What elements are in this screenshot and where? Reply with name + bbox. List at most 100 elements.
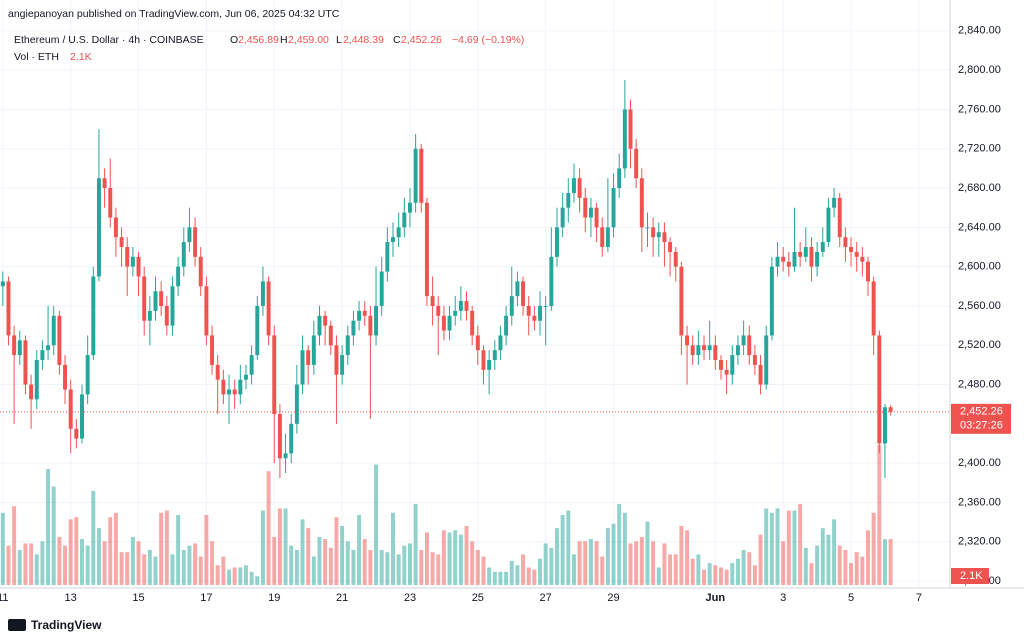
candle-body [871,281,876,336]
volume-bar [407,543,412,585]
volume-bar [430,552,435,585]
candle-body [656,232,661,238]
volume-bar [532,569,537,585]
candle-body [130,256,135,267]
candle-body [509,296,514,316]
candle-body [792,251,797,267]
volume-bar [543,543,548,585]
candle-body [617,168,622,189]
candle-body [826,207,831,243]
volume-bar [80,539,84,585]
candle-body [221,379,226,395]
volume-bar [40,541,45,585]
volume-bar [453,530,458,585]
volume-bar [538,558,543,585]
candle-body [232,389,237,395]
volume-bar [724,569,729,585]
volume-bar [600,556,605,585]
candle-body [492,350,497,360]
candle-body [430,296,435,306]
volume-bar [46,469,51,585]
volume-bar [481,556,486,585]
candle-body [882,407,887,444]
volume-bar [260,510,265,585]
volume-bar [820,528,825,585]
volume-bar [323,539,328,585]
volume-bar [396,554,401,585]
volume-bar [85,545,90,585]
y-tick-label: 2,640.00 [958,221,1001,233]
candle-body [142,276,147,321]
ohlc-label: L [336,34,342,46]
candle-body [645,227,650,229]
candle-body [566,192,571,208]
volume-bar [419,550,424,585]
candle-body [119,237,124,248]
volume-bar [877,445,882,585]
candle-body [40,350,45,360]
volume-bar [345,541,350,585]
candle-body [294,384,299,424]
candle-body [781,256,786,262]
volume-bar [668,554,673,585]
volume-bar [464,525,469,585]
volume-bar [470,541,475,585]
candle-body [464,301,469,311]
candle-body [605,227,610,248]
volume-bar [679,525,684,585]
volume-bar [458,534,463,585]
volume-bar [153,556,158,585]
volume-bar [815,545,820,585]
ohlc-label: H [280,34,288,46]
candle-body [57,315,62,365]
candle-body [328,325,333,346]
price-label-box [951,403,1011,434]
x-tick-label: Jun [706,592,726,604]
volume-bar [136,541,141,585]
volume-bar [504,571,509,585]
candle-body [345,335,350,356]
volume-bar [57,536,62,585]
ohlc-label: O [230,34,238,46]
candle-body [266,281,271,336]
countdown: 03:27:26 [960,420,1003,432]
volume-bar [159,512,164,585]
volume-bar [283,508,288,585]
volume-bar [119,552,124,585]
volume-bar [204,515,209,585]
candle-body [651,227,656,238]
volume-bar [334,517,339,585]
candle-body [385,242,390,272]
volume-bar [882,539,887,585]
x-tick-label: 7 [916,592,922,604]
volume-bar [719,567,723,585]
volume-bar [492,571,497,585]
candle-body [357,310,362,321]
volume-bar [357,515,362,585]
logo [8,619,26,631]
candle-body [362,310,367,316]
candle-body [560,207,565,228]
volume-bar [605,528,610,585]
candle-body [724,369,729,375]
candle-body [622,109,627,169]
volume-bar [803,547,808,585]
volume-bar [142,554,147,585]
candle-body [136,256,141,277]
volume-bar [210,541,215,585]
y-tick-label: 2,480.00 [958,378,1001,390]
volume-bar [413,504,418,585]
candle-body [741,335,746,346]
candle-body [108,188,113,218]
volume-bar [549,547,554,585]
volume-bar [786,510,791,585]
candle-body [820,242,825,252]
x-tick-label: 29 [607,592,619,604]
volume-bar [769,512,774,585]
brand: TradingView [31,618,102,632]
candle-body [334,345,339,375]
candle-body [153,291,158,311]
volume-bar [792,510,797,585]
candle-body [63,364,68,390]
